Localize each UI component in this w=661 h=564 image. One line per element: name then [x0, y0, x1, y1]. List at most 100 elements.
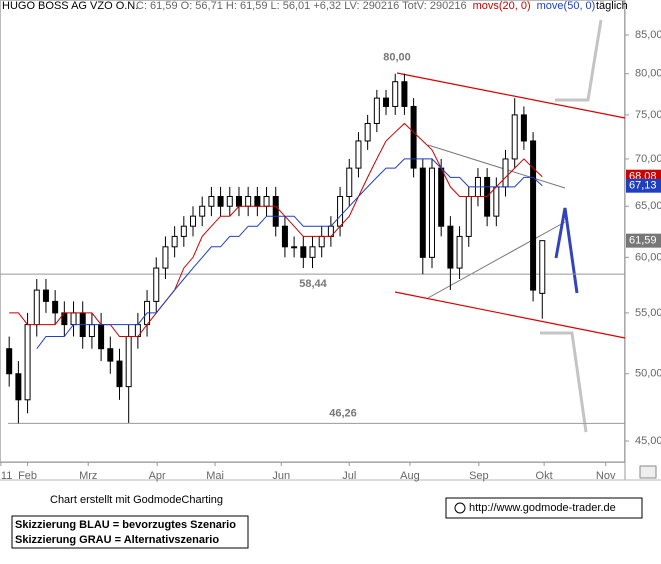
candle-body [52, 300, 59, 314]
scenario-blue [554, 207, 579, 294]
x-tick-label: Apr [149, 470, 166, 482]
candle-body [15, 373, 22, 401]
note-blue: Skizzierung BLAU = bevorzugtes Szenario [15, 519, 236, 531]
candle-body [392, 81, 399, 107]
candle-body [355, 140, 362, 169]
candle-body [107, 348, 114, 362]
candle-body [364, 122, 371, 142]
candle-body [24, 324, 31, 401]
x-tick-label: Sep [469, 470, 489, 482]
y-tick-label: 45,00 [635, 435, 661, 447]
candle-body [493, 186, 500, 217]
candle-body [337, 196, 344, 227]
candle-body [116, 360, 123, 388]
note-box [11, 515, 249, 549]
candle-body [33, 289, 40, 326]
x-tick-label: Jun [272, 470, 290, 482]
candle-body [226, 196, 233, 207]
x-tick-label: Mrz [79, 470, 97, 482]
candle-body [245, 196, 252, 207]
quote: C: 61,59 O: 56,71 H: 61,59 L: 56,01 +6,3… [136, 0, 467, 12]
candle-body [520, 114, 527, 142]
candle-body [373, 97, 380, 124]
y-tick-label: 55,00 [635, 307, 661, 319]
annotation: 58,44 [299, 278, 327, 290]
candle-body [98, 324, 105, 350]
drawings [394, 19, 626, 433]
y-tick-label: 80,00 [635, 68, 661, 80]
url[interactable]: http://www.godmode-trader.de [469, 502, 616, 514]
candle-body [208, 196, 215, 207]
candle-body [465, 196, 472, 237]
x-tick-label: Feb [18, 470, 37, 482]
candle-body [217, 196, 224, 207]
candle-body [235, 196, 242, 207]
candle-body [125, 336, 132, 388]
x-tick-label: Okt [536, 470, 553, 482]
candle-body [318, 235, 325, 248]
candle-body [346, 167, 353, 198]
legend-entry: movs(20, 0) [473, 0, 531, 12]
candle-body [401, 81, 408, 107]
candle-body [410, 105, 417, 169]
triangle-top [427, 144, 566, 189]
candle-body [456, 235, 463, 269]
candle-body [6, 348, 13, 375]
moving-average [36, 158, 543, 350]
y-tick-label: 85,00 [635, 29, 661, 41]
candle-body [511, 114, 518, 160]
moving-average [9, 122, 543, 337]
annotation: 46,26 [329, 407, 357, 419]
chart-title: HUGO BOSS AG VZO O.N. [2, 0, 138, 12]
candle-body [190, 215, 197, 227]
x-tick-label: Mai [206, 470, 224, 482]
candle-body [291, 246, 298, 249]
x-tick-label: Aug [400, 470, 420, 482]
scenario-gray-up [555, 19, 603, 102]
candle-body [180, 225, 187, 237]
candle-body [428, 167, 435, 258]
x-tick-label: Jul [342, 470, 356, 482]
period: täglich [596, 0, 628, 12]
scenario-gray-down [540, 331, 588, 433]
last-value-label: 67,13 [629, 180, 657, 192]
last-value-box [626, 178, 661, 193]
y-tick-label: 50,00 [635, 368, 661, 380]
y-tick-label: 60,00 [635, 251, 661, 263]
candle-body [539, 240, 546, 294]
y-tick-label: 70,00 [635, 153, 661, 165]
y-tick-label: 65,00 [635, 200, 661, 212]
candle-body [281, 225, 288, 248]
credit: Chart erstellt mit GodmodeCharting [50, 494, 223, 506]
candle-body [162, 246, 169, 269]
scroll-icon[interactable] [639, 465, 657, 479]
url-icon [454, 502, 466, 514]
candle-body [502, 158, 509, 188]
candle-body [199, 205, 206, 217]
channel-top [396, 72, 626, 119]
candle-body [447, 225, 454, 269]
candle-body [42, 289, 49, 302]
candle-body [300, 246, 307, 258]
candle-body [383, 97, 390, 107]
candle-body [153, 267, 160, 302]
candle-body [171, 235, 178, 248]
candle-body [530, 140, 537, 291]
annotation: 80,00 [383, 52, 411, 64]
candle-body [419, 167, 426, 258]
url-box [445, 497, 643, 519]
candle-body [263, 196, 270, 207]
y-tick-label: 75,00 [635, 109, 661, 121]
candle-body [309, 246, 316, 258]
x-tick-label: Nov [596, 470, 616, 482]
last-value-box [626, 233, 661, 248]
x-tick-label: 11 [1, 470, 12, 482]
candle-body [254, 196, 261, 207]
candle-body [272, 196, 279, 227]
channel-bottom [394, 291, 626, 339]
last-value-label: 61,59 [629, 235, 657, 247]
note-gray: Skizzierung GRAU = Alternativszenario [15, 534, 219, 546]
candle-body [88, 324, 95, 338]
